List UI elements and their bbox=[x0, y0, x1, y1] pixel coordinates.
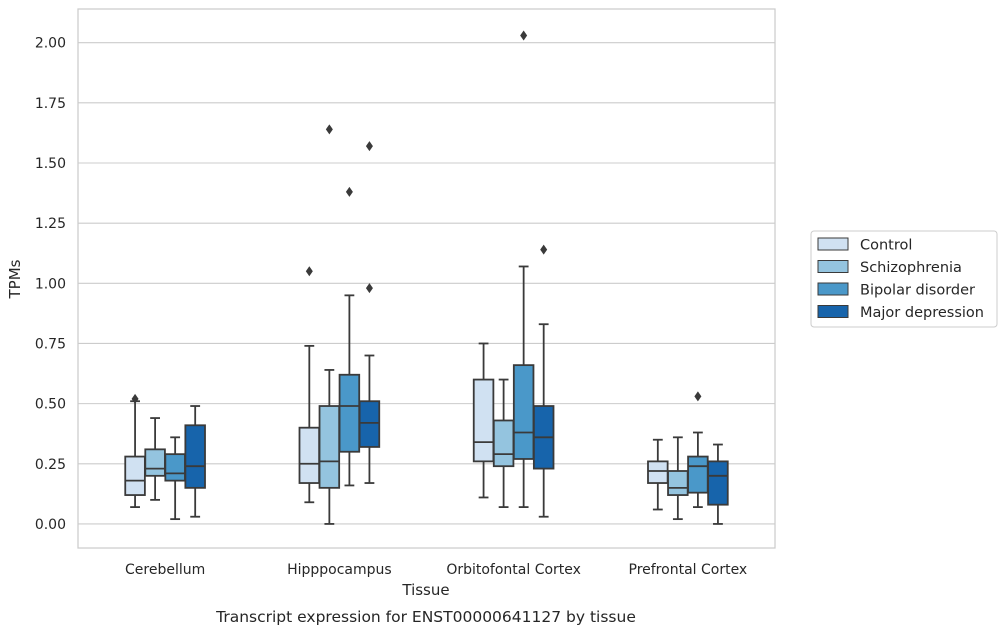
y-tick-label: 0.25 bbox=[35, 457, 66, 473]
iqr-box bbox=[164, 453, 186, 482]
y-tick-label: 1.25 bbox=[35, 216, 66, 232]
x-tick-label: Prefrontal Cortex bbox=[629, 562, 748, 578]
outlier-point bbox=[540, 244, 548, 255]
legend-label: Control bbox=[860, 238, 912, 254]
plot-area-frame bbox=[77, 8, 776, 549]
outlier-point bbox=[325, 124, 333, 135]
box-major-depression bbox=[184, 405, 206, 518]
box-control bbox=[472, 342, 495, 499]
box-bipolar-disorder bbox=[164, 436, 186, 521]
y-tick-label: 1.75 bbox=[35, 96, 66, 112]
iqr-box bbox=[492, 419, 515, 468]
iqr-box bbox=[298, 426, 321, 484]
y-tick-label: 1.00 bbox=[35, 276, 66, 292]
legend-swatch bbox=[817, 282, 849, 296]
chart-caption: Transcript expression for ENST0000064112… bbox=[215, 608, 636, 626]
legend: Control Schizophrenia Bipolar disorder Majo… bbox=[810, 230, 998, 328]
iqr-box bbox=[184, 424, 206, 489]
box-bipolar-disorder bbox=[512, 30, 535, 508]
x-axis-label: Tissue bbox=[401, 581, 449, 599]
y-tick-label: 0.75 bbox=[35, 336, 66, 352]
outlier-point bbox=[365, 141, 373, 152]
box-schizophrenia bbox=[492, 378, 515, 508]
gridlines bbox=[78, 42, 775, 525]
box-series bbox=[124, 30, 729, 525]
outlier-point bbox=[131, 393, 139, 404]
y-axis-label: TPMs bbox=[6, 259, 24, 299]
legend-item: Control bbox=[817, 237, 912, 254]
outlier-point bbox=[520, 30, 528, 41]
box-major-depression bbox=[707, 443, 729, 525]
legend-item: Bipolar disorder bbox=[817, 282, 975, 299]
x-tick-labels: Cerebellum Hipppocampus Orbitofontal Corte… bbox=[125, 562, 747, 578]
x-tick-label: Cerebellum bbox=[125, 562, 205, 578]
box-bipolar-disorder bbox=[338, 186, 361, 487]
iqr-box bbox=[124, 455, 146, 496]
y-tick-label: 1.50 bbox=[35, 156, 66, 172]
legend-swatch bbox=[817, 237, 849, 251]
box-bipolar-disorder bbox=[687, 391, 709, 508]
outlier-point bbox=[694, 391, 702, 402]
legend-frame bbox=[810, 230, 998, 328]
iqr-box bbox=[144, 448, 166, 477]
legend-item: Schizophrenia bbox=[817, 260, 962, 276]
y-tick-label: 0.00 bbox=[35, 517, 66, 533]
iqr-box bbox=[318, 405, 341, 489]
y-tick-label: 2.00 bbox=[35, 36, 66, 52]
box-control bbox=[647, 438, 669, 511]
iqr-box bbox=[358, 400, 381, 448]
box-major-depression bbox=[532, 244, 555, 518]
iqr-box bbox=[512, 364, 535, 460]
legend-item: Major depression bbox=[817, 305, 984, 321]
iqr-box bbox=[647, 460, 669, 484]
iqr-box bbox=[338, 373, 361, 453]
box-control bbox=[124, 393, 146, 508]
box-schizophrenia bbox=[144, 417, 166, 501]
x-tick-label: Orbitofontal Cortex bbox=[446, 562, 581, 578]
box-control bbox=[298, 266, 321, 504]
outlier-point bbox=[305, 266, 313, 277]
iqr-box bbox=[687, 455, 709, 494]
iqr-box bbox=[472, 378, 495, 463]
box-schizophrenia bbox=[318, 124, 341, 525]
legend-label: Schizophrenia bbox=[860, 260, 962, 276]
outlier-point bbox=[365, 283, 373, 294]
box-major-depression bbox=[358, 141, 381, 484]
legend-swatch bbox=[817, 305, 849, 318]
legend-label: Bipolar disorder bbox=[860, 283, 975, 299]
legend-swatch bbox=[817, 260, 849, 273]
x-tick-label: Hipppocampus bbox=[287, 562, 392, 578]
y-tick-labels: 0.00 0.25 0.50 0.75 1.00 1.25 1.50 1.75 2.00 bbox=[35, 36, 66, 533]
iqr-box bbox=[707, 460, 729, 506]
y-tick-label: 0.50 bbox=[35, 397, 66, 413]
legend-label: Major depression bbox=[860, 305, 984, 321]
box-schizophrenia bbox=[667, 436, 689, 521]
outlier-point bbox=[345, 186, 353, 197]
iqr-box bbox=[667, 470, 689, 496]
